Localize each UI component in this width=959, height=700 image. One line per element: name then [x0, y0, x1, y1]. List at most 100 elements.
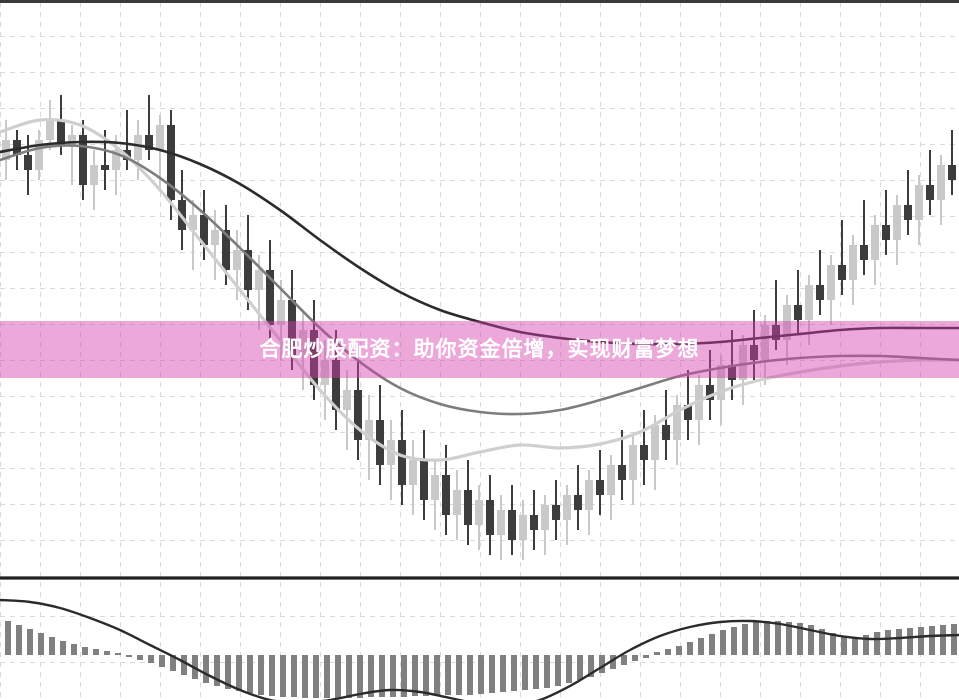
macd-bar: [181, 655, 187, 675]
macd-bar: [225, 655, 231, 689]
macd-bar: [5, 621, 11, 655]
macd-bar: [753, 622, 759, 655]
candlestick: [838, 220, 846, 295]
candlestick: [629, 435, 637, 505]
candlestick: [640, 410, 648, 485]
macd-bar: [621, 655, 627, 665]
macd-bar: [599, 655, 605, 673]
macd-bar: [203, 655, 209, 683]
macd-bar: [27, 629, 33, 655]
macd-bar: [379, 655, 385, 697]
macd-bar: [808, 625, 814, 655]
candlestick: [35, 130, 43, 180]
candlestick: [431, 460, 439, 530]
macd-bar: [137, 655, 143, 660]
candlestick: [618, 430, 626, 500]
macd-bar: [258, 655, 264, 695]
macd-bar: [269, 655, 275, 696]
macd-bar: [49, 637, 55, 655]
macd-bar: [709, 634, 715, 655]
macd-bar: [434, 655, 440, 696]
macd-bar: [159, 655, 165, 667]
macd-bar: [643, 655, 649, 658]
candlestick: [475, 485, 483, 550]
candlestick: [948, 130, 956, 195]
macd-bar: [214, 655, 220, 686]
ad-banner-overlay[interactable]: 合肥炒股配资：助你资金倍增，实现财富梦想: [0, 321, 959, 378]
candlestick: [354, 360, 362, 460]
candlestick: [827, 255, 835, 325]
candlestick: [299, 310, 307, 390]
candlestick: [145, 95, 153, 160]
macd-bar: [412, 655, 418, 696]
macd-bar: [445, 655, 451, 695]
macd-bar: [874, 632, 880, 655]
macd-bar: [115, 653, 121, 655]
macd-bar: [698, 638, 704, 655]
candlestick: [849, 235, 857, 305]
candlestick: [321, 340, 329, 420]
macd-bar: [775, 621, 781, 655]
macd-bar: [918, 627, 924, 655]
candlestick: [486, 475, 494, 555]
candlestick: [420, 430, 428, 520]
macd-bar: [885, 630, 891, 655]
candlestick: [134, 120, 142, 180]
macd-bar: [313, 655, 319, 698]
macd-bar: [632, 655, 638, 661]
candlestick: [189, 200, 197, 270]
macd-bar: [280, 655, 286, 697]
macd-bar: [82, 647, 88, 655]
macd-bar: [654, 652, 660, 655]
macd-bar: [104, 651, 110, 655]
candlestick: [541, 495, 549, 555]
candlestick: [530, 490, 538, 550]
candlestick: [552, 480, 560, 540]
macd-bar: [500, 655, 506, 692]
candlestick: [596, 450, 604, 515]
macd-bar: [951, 624, 957, 655]
candlestick: [871, 215, 879, 285]
macd-bar: [456, 655, 462, 695]
macd-bar: [863, 635, 869, 655]
macd-bar: [390, 655, 396, 697]
candlestick: [662, 390, 670, 460]
candlestick: [860, 200, 868, 275]
macd-bar: [236, 655, 242, 691]
candlestick: [563, 485, 571, 545]
macd-bar: [126, 655, 132, 657]
macd-bar: [731, 627, 737, 655]
macd-bar: [588, 655, 594, 677]
macd-bar: [247, 655, 253, 693]
candlestick: [904, 170, 912, 235]
macd-bar: [720, 630, 726, 655]
macd-bar: [368, 655, 374, 697]
macd-bar: [302, 655, 308, 698]
macd-bar: [610, 655, 616, 669]
candlestick: [673, 395, 681, 465]
macd-bar: [577, 655, 583, 680]
macd-bar: [60, 641, 66, 655]
macd-bar: [324, 655, 330, 698]
candlestick: [398, 410, 406, 505]
macd-bar: [566, 655, 572, 683]
candlestick: [464, 460, 472, 545]
candlestick: [893, 195, 901, 265]
macd-bar: [511, 655, 517, 691]
macd-bar: [742, 624, 748, 655]
macd-bar: [819, 629, 825, 655]
macd-bar: [148, 655, 154, 663]
macd-bar: [764, 621, 770, 655]
candlestick: [926, 150, 934, 215]
macd-bar: [665, 649, 671, 655]
candlestick: [651, 415, 659, 490]
macd-bar: [676, 646, 682, 655]
candlestick: [68, 125, 76, 185]
candlestick: [79, 120, 87, 200]
macd-bar: [357, 655, 363, 698]
macd-signal-line: [0, 598, 959, 700]
macd-bar: [478, 655, 484, 694]
candlestick: [508, 485, 516, 555]
